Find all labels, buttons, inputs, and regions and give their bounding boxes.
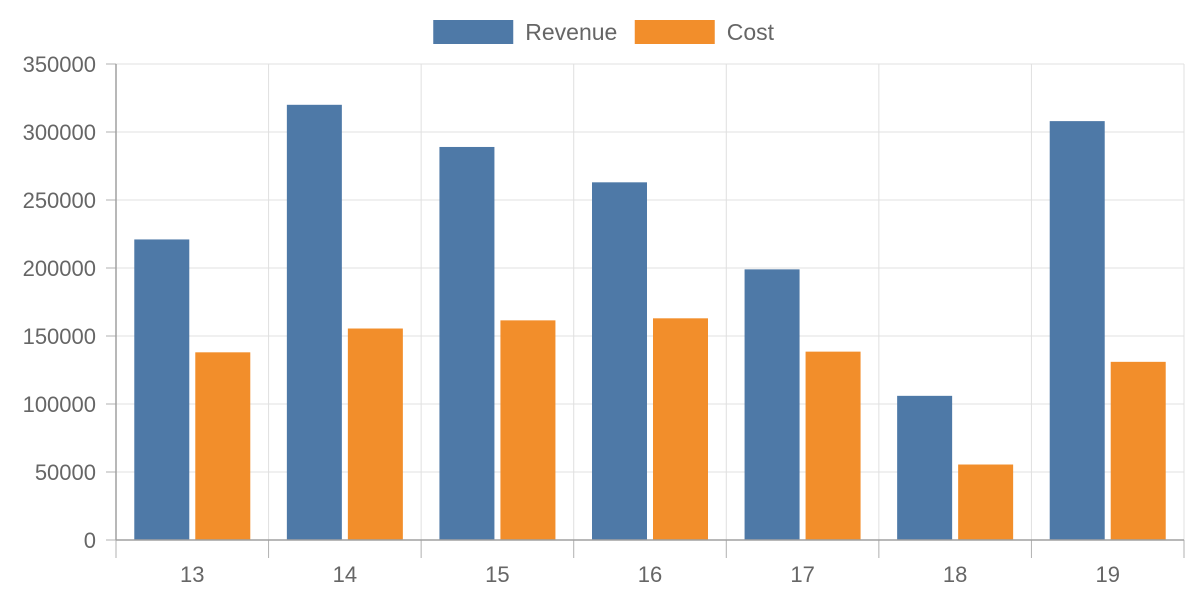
legend-label: Cost xyxy=(727,19,775,45)
y-tick-label: 300000 xyxy=(23,120,96,145)
x-tick-label: 19 xyxy=(1095,562,1119,587)
y-tick-label: 250000 xyxy=(23,188,96,213)
y-tick-label: 0 xyxy=(84,528,96,553)
bar-revenue-15[interactable] xyxy=(439,146,495,540)
x-tick-label: 13 xyxy=(180,562,204,587)
legend-swatch xyxy=(634,20,715,44)
y-tick-label: 100000 xyxy=(23,392,96,417)
x-tick-label: 15 xyxy=(485,562,509,587)
x-tick-label: 14 xyxy=(333,562,357,587)
x-tick-label: 17 xyxy=(790,562,814,587)
bar-revenue-13[interactable] xyxy=(134,239,190,540)
y-tick-label: 50000 xyxy=(35,460,96,485)
x-tick-label: 16 xyxy=(638,562,662,587)
grid-lines xyxy=(116,63,1185,540)
bar-cost-16[interactable] xyxy=(653,318,708,540)
y-tick-label: 350000 xyxy=(23,52,96,77)
bar-revenue-19[interactable] xyxy=(1049,121,1105,541)
axes xyxy=(106,63,1185,558)
bars xyxy=(134,104,1166,541)
legend-label: Revenue xyxy=(525,19,617,45)
bar-revenue-14[interactable] xyxy=(286,104,342,541)
y-tick-label: 200000 xyxy=(23,256,96,281)
y-tick-label: 150000 xyxy=(23,324,96,349)
bar-cost-18[interactable] xyxy=(958,464,1014,540)
x-tick-label: 18 xyxy=(943,562,967,587)
bar-revenue-17[interactable] xyxy=(744,269,800,540)
legend-item-cost[interactable]: Cost xyxy=(634,19,775,45)
bar-cost-14[interactable] xyxy=(347,328,403,540)
bar-cost-19[interactable] xyxy=(1110,361,1166,540)
legend[interactable]: Revenue Cost xyxy=(433,19,775,45)
legend-item-revenue[interactable]: Revenue xyxy=(433,19,617,45)
bar-revenue-16[interactable] xyxy=(592,182,647,540)
bar-cost-15[interactable] xyxy=(500,320,556,540)
bar-cost-17[interactable] xyxy=(805,351,861,540)
bar-revenue-18[interactable] xyxy=(897,395,953,540)
tick-labels: 0 50000 100000 150000 200000 250000 300000 3500… xyxy=(23,52,1120,587)
bar-cost-13[interactable] xyxy=(195,352,251,540)
legend-swatch xyxy=(433,20,514,44)
